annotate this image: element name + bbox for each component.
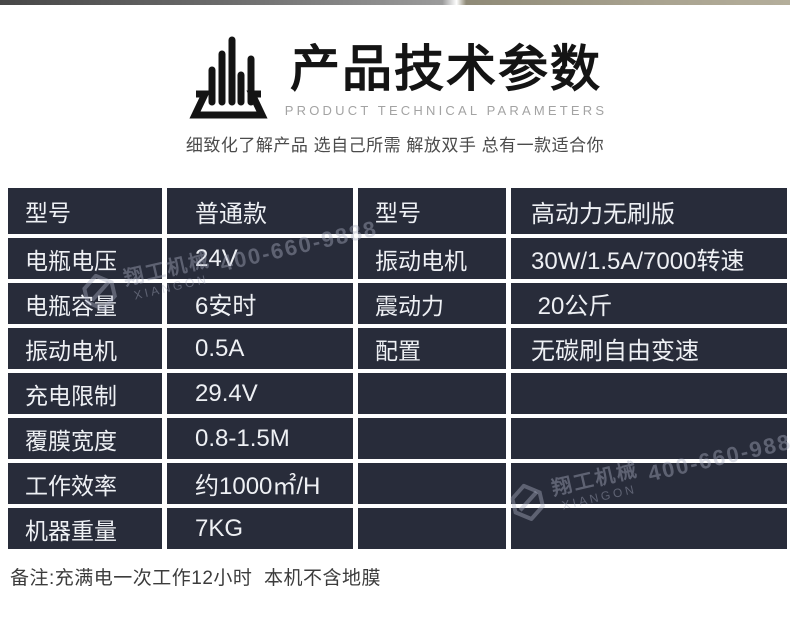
footer-note: 备注:充满电一次工作12小时 本机不含地膜 [10, 568, 381, 589]
spec-label-cell: 震动力 [358, 283, 506, 324]
page-title: 产品技术参数 [290, 41, 602, 97]
spec-value-cell [511, 373, 787, 414]
spec-label-cell: 型号 [358, 188, 506, 234]
spec-label-cell: 型号 [8, 188, 162, 234]
spec-label-cell [358, 418, 506, 459]
spec-value-cell: 6安时 [167, 283, 353, 324]
spec-label-cell: 振动电机 [8, 328, 162, 369]
spec-label-cell: 工作效率 [8, 463, 162, 504]
spec-label-cell: 机器重量 [8, 508, 162, 549]
title-block: 产品技术参数 PRODUCT TECHNICAL PARAMETERS [285, 42, 607, 120]
spec-label-cell [358, 508, 506, 549]
spec-value-cell: 24V [167, 238, 353, 279]
spec-label-cell: 电瓶容量 [8, 283, 162, 324]
spec-value-cell: 普通款 [167, 188, 353, 234]
spec-label-cell: 充电限制 [8, 373, 162, 414]
tagline: 细致化了解产品 选自己所需 解放双手 总有一款适合你 [185, 136, 605, 155]
spec-value-cell [511, 508, 787, 549]
spec-label-cell [358, 373, 506, 414]
spec-value-cell: 高动力无刷版 [511, 188, 787, 234]
header: 产品技术参数 PRODUCT TECHNICAL PARAMETERS [0, 34, 790, 120]
spec-table: 型号 普通款 型号 高动力无刷版 电瓶电压 24V 振动电机 30W/1.5A/… [8, 188, 787, 549]
spec-value-cell: 30W/1.5A/7000转速 [511, 238, 787, 279]
spec-label-cell [358, 463, 506, 504]
spec-label-cell: 覆膜宽度 [8, 418, 162, 459]
spec-label-cell: 振动电机 [358, 238, 506, 279]
spec-label-cell: 配置 [358, 328, 506, 369]
spec-value-cell: 29.4V [167, 373, 353, 414]
bar-chart-podium-icon [183, 34, 271, 120]
page-subtitle: PRODUCT TECHNICAL PARAMETERS [284, 103, 608, 118]
spec-value-cell: 约1000㎡/H [167, 463, 353, 504]
spec-value-cell: 0.8-1.5M [167, 418, 353, 459]
spec-value-cell [511, 463, 787, 504]
spec-value-cell: 0.5A [167, 328, 353, 369]
spec-value-cell: 20公斤 [511, 283, 787, 324]
spec-label-cell: 电瓶电压 [8, 238, 162, 279]
top-edge-strip [0, 0, 790, 5]
spec-value-cell: 7KG [167, 508, 353, 549]
spec-value-cell [511, 418, 787, 459]
spec-value-cell: 无碳刷自由变速 [511, 328, 787, 369]
